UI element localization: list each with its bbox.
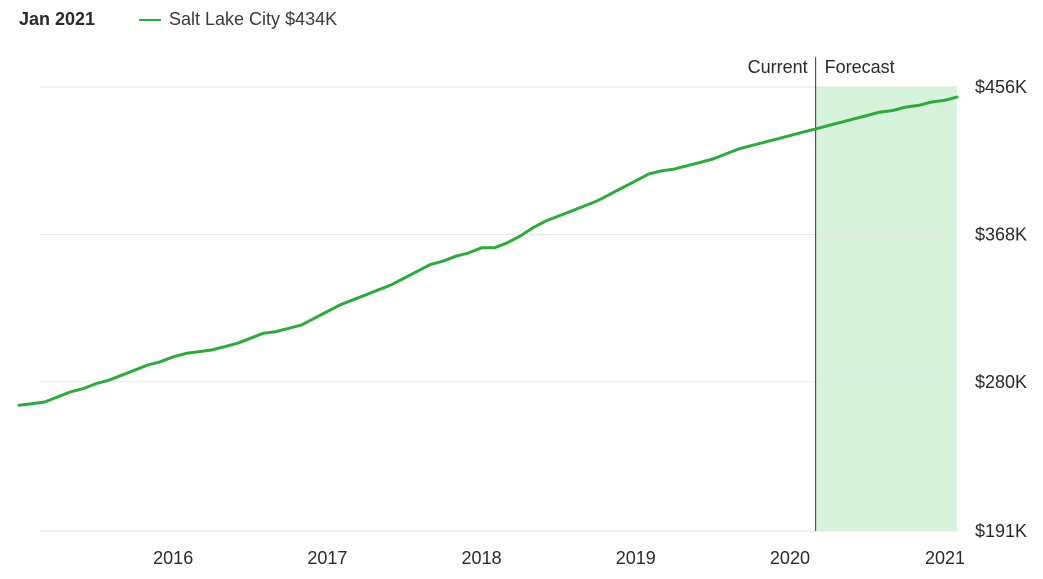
- x-axis-ticks: 2016 2017 2018 2019 2020 2021: [153, 548, 965, 568]
- series-line-0[interactable]: [17, 95, 959, 407]
- x-tick-label: 2021: [925, 548, 965, 568]
- y-tick-label: $368K: [975, 224, 1027, 244]
- x-tick-label: 2019: [616, 548, 656, 568]
- legend-line-swatch: [139, 18, 161, 21]
- x-tick-label: 2020: [770, 548, 810, 568]
- chart-legend: Jan 2021 Salt Lake City $434K: [0, 0, 1043, 40]
- series-group: [17, 95, 959, 407]
- forecast-label: Forecast: [825, 57, 895, 77]
- forecast-zone: [815, 87, 957, 531]
- x-tick-label: 2017: [307, 548, 347, 568]
- y-tick-label: $456K: [975, 77, 1027, 97]
- legend-series[interactable]: Salt Lake City $434K: [139, 9, 337, 30]
- y-axis-ticks: $456K $368K $280K $191K: [975, 77, 1027, 541]
- x-tick-label: 2018: [462, 548, 502, 568]
- legend-series-value: $434K: [285, 9, 338, 29]
- y-tick-label: $280K: [975, 372, 1027, 392]
- y-tick-label: $191K: [975, 521, 1027, 541]
- x-tick-label: 2016: [153, 548, 193, 568]
- gridlines: [40, 86, 957, 532]
- legend-date: Jan 2021: [19, 9, 96, 29]
- legend-series-name: Salt Lake City: [169, 9, 281, 29]
- current-label: Current: [748, 57, 808, 77]
